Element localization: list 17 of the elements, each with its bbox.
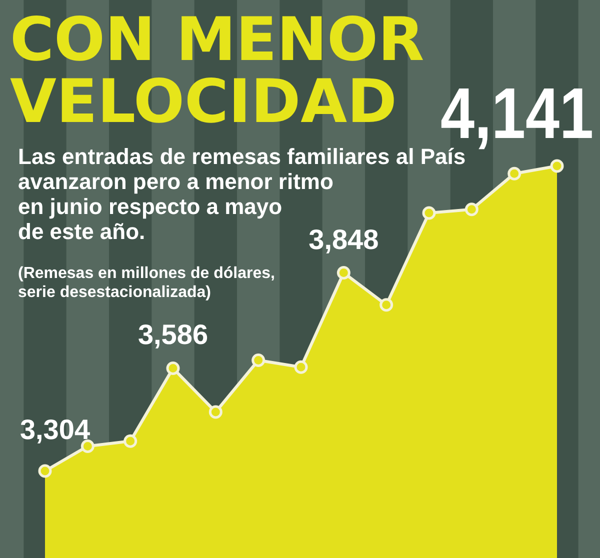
data-label: 3,848: [308, 224, 379, 255]
point: [38, 464, 52, 478]
point: [380, 298, 394, 312]
point: [166, 361, 180, 375]
point: [464, 202, 478, 216]
point: [252, 353, 266, 367]
point: [294, 360, 308, 374]
point: [422, 206, 436, 220]
chart-title: CON MENOR VELOCIDAD: [10, 5, 424, 137]
point: [124, 434, 138, 448]
data-label: 3,586: [138, 319, 208, 350]
data-label: 3,304: [20, 414, 90, 445]
point: [336, 266, 350, 280]
point: [208, 405, 222, 419]
point: [550, 159, 564, 173]
point: [508, 166, 522, 180]
annotation: (Remesas en millones de dólares, serie desestacionalizada): [18, 265, 275, 301]
